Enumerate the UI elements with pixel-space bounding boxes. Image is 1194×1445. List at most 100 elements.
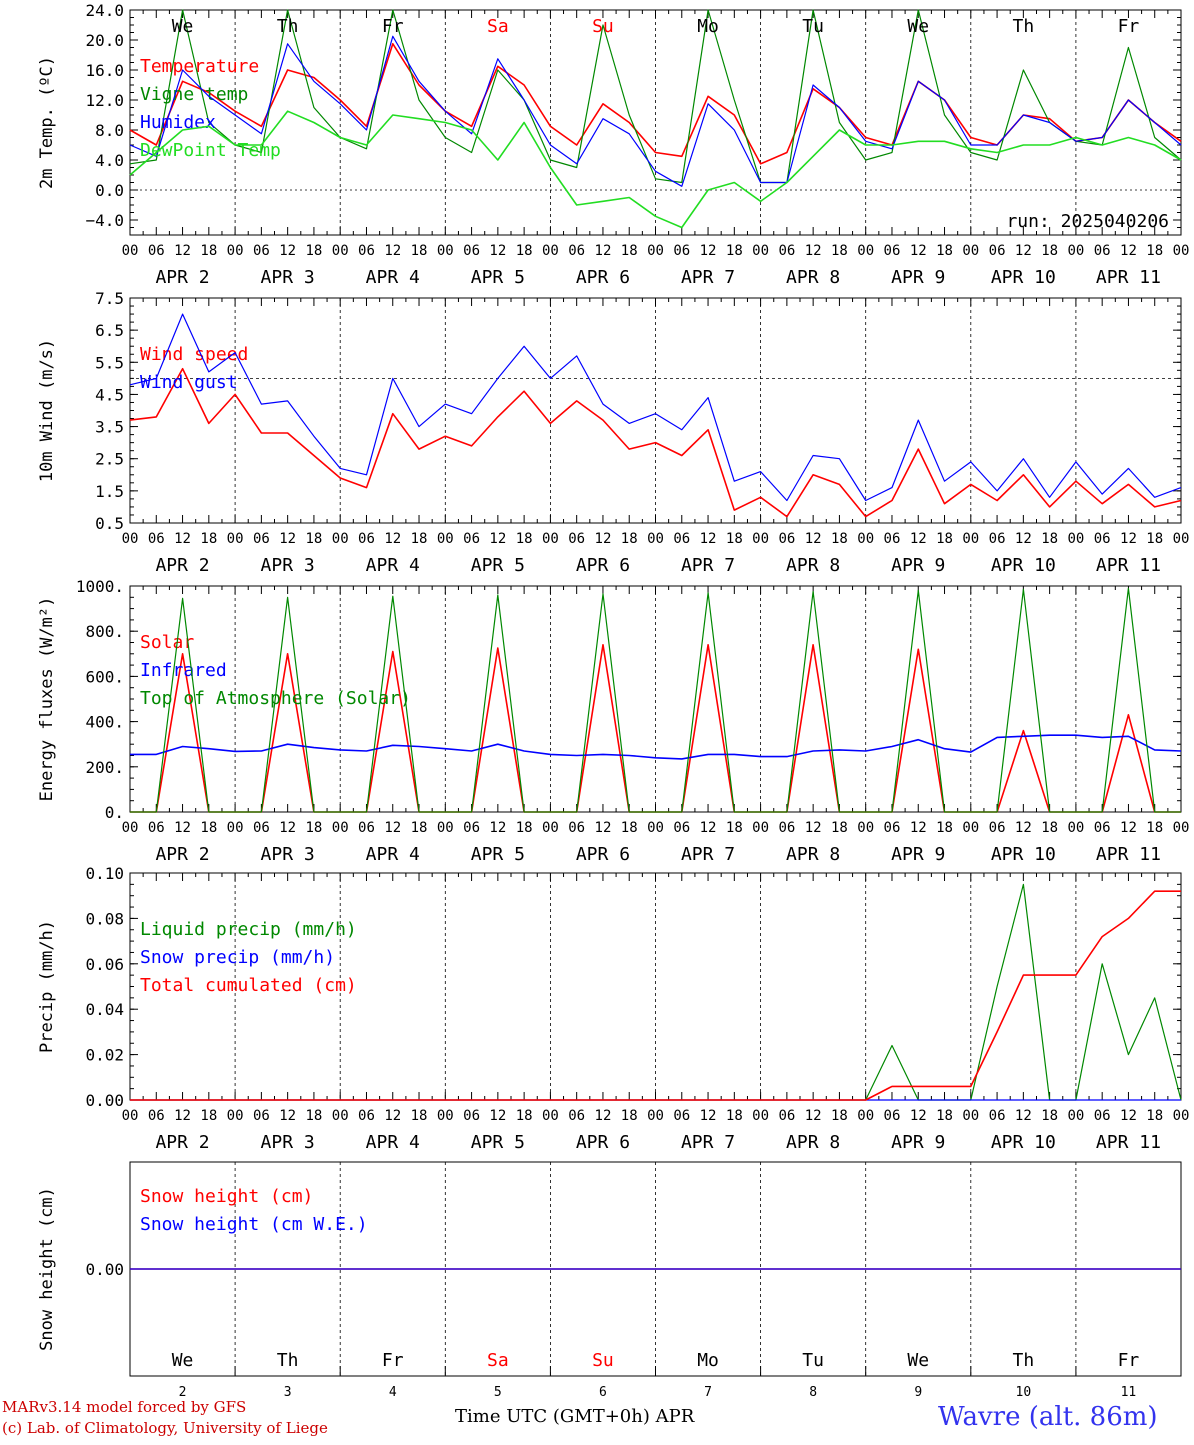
hour-tick-label: 00 (1173, 531, 1190, 547)
hour-tick-label: 06 (463, 820, 480, 836)
hour-tick-label: 12 (384, 820, 401, 836)
hour-tick-label: 18 (1146, 1108, 1163, 1124)
y-tick-label: 16.0 (85, 61, 124, 80)
hour-tick-label: 00 (542, 531, 559, 547)
day-name-label: Su (592, 1350, 614, 1371)
legend-entry: Infrared (140, 660, 227, 681)
y-tick-label: 0.00 (85, 1260, 124, 1279)
hour-tick-label: 00 (122, 820, 139, 836)
y-tick-label: 12.0 (85, 91, 124, 110)
hour-tick-label: 18 (200, 820, 217, 836)
hour-tick-label: 00 (227, 243, 244, 259)
hour-tick-label: 18 (831, 531, 848, 547)
day-number-label: 8 (809, 1385, 817, 1400)
date-label: APR 3 (261, 1132, 315, 1153)
hour-tick-label: 06 (148, 820, 165, 836)
legend-entry: Liquid precip (mm/h) (140, 919, 357, 940)
day-number-label: 4 (389, 1385, 397, 1400)
hour-tick-label: 12 (174, 531, 191, 547)
y-axis-label: 10m Wind (m/s) (37, 339, 57, 482)
day-name-label: Mo (697, 1350, 719, 1371)
hour-tick-label: 18 (726, 243, 743, 259)
day-name-label: Th (277, 1350, 299, 1371)
hour-tick-label: 00 (1173, 1108, 1190, 1124)
hour-tick-label: 12 (1015, 820, 1032, 836)
date-label: APR 10 (991, 1132, 1056, 1153)
hour-tick-label: 18 (411, 531, 428, 547)
date-label: APR 7 (681, 267, 735, 288)
hour-tick-label: 12 (700, 243, 717, 259)
series-line-wind-gust (129, 313, 1182, 502)
day-name-label: Su (592, 16, 614, 37)
hour-tick-label: 06 (568, 531, 585, 547)
hour-tick-label: 00 (752, 1108, 769, 1124)
panel-frame (129, 297, 1182, 524)
y-tick-label: 0.10 (85, 864, 124, 883)
hour-tick-label: 18 (936, 531, 953, 547)
day-name-label: Tu (802, 16, 824, 37)
hour-tick-label: 06 (358, 1108, 375, 1124)
hour-tick-label: 00 (437, 243, 454, 259)
y-tick-label: 3.5 (95, 418, 124, 437)
hour-tick-label: 18 (1041, 531, 1058, 547)
legend-entry: Solar (140, 632, 194, 653)
hour-tick-label: 06 (1094, 1108, 1111, 1124)
y-tick-label: 200. (85, 758, 124, 777)
hour-tick-label: 00 (1173, 243, 1190, 259)
hour-tick-label: 06 (253, 1108, 270, 1124)
legend-entry: Top of Atmosphere (Solar) (140, 688, 411, 709)
hour-tick-label: 18 (726, 820, 743, 836)
hour-tick-label: 12 (174, 1108, 191, 1124)
hour-tick-label: 06 (989, 1108, 1006, 1124)
legend-entry: Vigne temp (140, 84, 248, 105)
hour-tick-label: 06 (1094, 820, 1111, 836)
hour-tick-label: 00 (332, 243, 349, 259)
hour-tick-label: 12 (174, 243, 191, 259)
day-name-label: We (907, 16, 929, 37)
hour-tick-label: 12 (384, 531, 401, 547)
hour-tick-label: 18 (200, 243, 217, 259)
hour-tick-label: 06 (463, 1108, 480, 1124)
hour-tick-label: 06 (568, 1108, 585, 1124)
day-name-label: Fr (1118, 16, 1140, 37)
hour-tick-label: 18 (305, 1108, 322, 1124)
day-name-label: Th (1013, 16, 1035, 37)
hour-tick-label: 00 (647, 243, 664, 259)
day-name-label: Mo (697, 16, 719, 37)
hour-tick-label: 18 (936, 820, 953, 836)
y-tick-label: 1000. (76, 577, 124, 596)
hour-tick-label: 00 (542, 243, 559, 259)
y-tick-label: 24.0 (85, 1, 124, 20)
hour-tick-label: 06 (148, 1108, 165, 1124)
hour-tick-label: 00 (542, 1108, 559, 1124)
hour-tick-label: 00 (1173, 820, 1190, 836)
date-label: APR 11 (1096, 1132, 1161, 1153)
hour-tick-label: 18 (621, 1108, 638, 1124)
hour-tick-label: 00 (647, 820, 664, 836)
hour-tick-label: 06 (778, 1108, 795, 1124)
hour-tick-label: 12 (1015, 1108, 1032, 1124)
hour-tick-label: 00 (647, 531, 664, 547)
hour-tick-label: 18 (1146, 820, 1163, 836)
date-label: APR 3 (261, 555, 315, 576)
hour-tick-label: 00 (962, 1108, 979, 1124)
hour-tick-label: 12 (910, 820, 927, 836)
hour-tick-label: 18 (726, 1108, 743, 1124)
day-name-label: Tu (802, 1350, 824, 1371)
hour-tick-label: 06 (884, 531, 901, 547)
legend-entry: Snow height (cm) (140, 1186, 313, 1207)
hour-tick-label: 06 (673, 531, 690, 547)
day-name-label: Th (277, 16, 299, 37)
hour-tick-label: 18 (621, 531, 638, 547)
hour-tick-label: 12 (384, 1108, 401, 1124)
day-number-label: 7 (704, 1385, 712, 1400)
date-label: APR 4 (366, 267, 420, 288)
hour-tick-label: 06 (253, 531, 270, 547)
hour-tick-label: 00 (857, 531, 874, 547)
date-label: APR 7 (681, 1132, 735, 1153)
hour-tick-label: 06 (884, 243, 901, 259)
date-label: APR 9 (891, 267, 945, 288)
panel-3: 1000. 800. 600. 400. 200. 0. Energy fluxes (W/… (37, 577, 1189, 865)
hour-tick-label: 18 (305, 243, 322, 259)
hour-tick-label: 12 (489, 1108, 506, 1124)
